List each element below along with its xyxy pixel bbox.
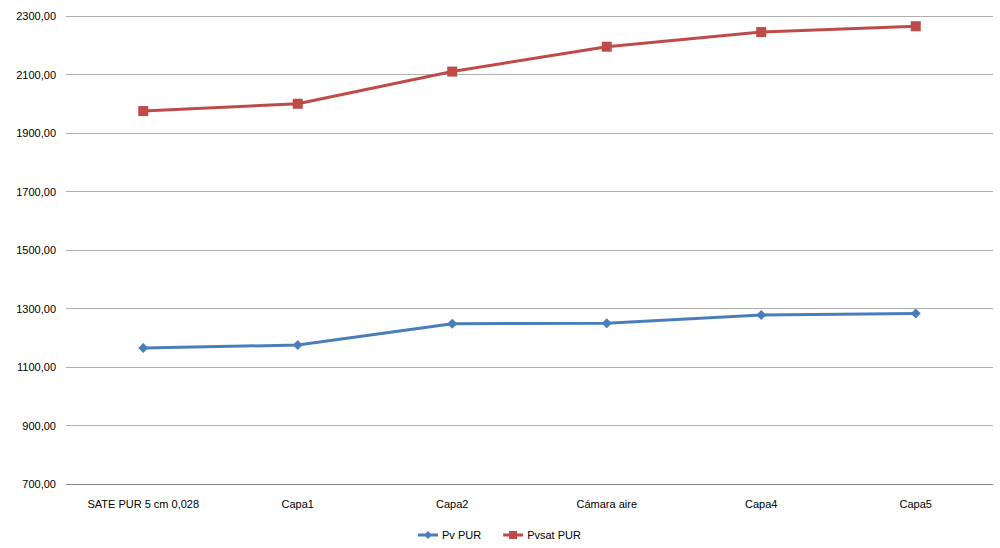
series [138, 308, 921, 353]
grid-line [66, 16, 993, 17]
marker [756, 310, 766, 320]
grid-line [66, 74, 993, 75]
marker [911, 308, 921, 318]
legend-label: Pv PUR [442, 529, 481, 541]
grid-line [66, 367, 993, 368]
marker [138, 343, 148, 353]
legend-symbol [424, 531, 432, 539]
grid-line [66, 191, 993, 192]
y-tick-label: 2100,00 [16, 69, 56, 81]
marker [447, 319, 457, 329]
x-tick-label: SATE PUR 5 cm 0,028 [87, 498, 199, 510]
grid-line [66, 425, 993, 426]
y-tick-label: 1100,00 [17, 361, 56, 373]
y-tick-label: 900,00 [22, 420, 56, 432]
legend-symbol [509, 531, 517, 539]
x-tick-label: Capa5 [900, 498, 932, 510]
legend-marker [509, 531, 517, 539]
x-axis [66, 484, 993, 485]
x-tick-label: Capa2 [436, 498, 468, 510]
marker [138, 106, 148, 116]
marker [602, 42, 612, 52]
series-line [143, 26, 916, 111]
grid-line [66, 133, 993, 134]
y-tick-label: 2300,00 [16, 10, 56, 22]
y-tick-label: 1700,00 [16, 186, 56, 198]
marker [911, 21, 921, 31]
x-tick-label: Cámara aire [576, 498, 637, 510]
grid-line [66, 308, 993, 309]
y-tick-label: 700,00 [22, 478, 56, 490]
x-tick-label: Capa4 [745, 498, 777, 510]
series-line [143, 313, 916, 348]
marker [293, 99, 303, 109]
y-tick-label: 1500,00 [16, 244, 56, 256]
legend-label: Pvsat PUR [527, 529, 581, 541]
y-tick-label: 1300,00 [16, 303, 56, 315]
marker [602, 318, 612, 328]
chart: 700,00 900,00 1100,00 1300,00 1500,00 1700,00… [0, 0, 1000, 548]
grid-line [66, 484, 993, 485]
plot-area [138, 21, 921, 353]
legend: Pv PUR Pvsat PUR [418, 529, 581, 541]
grid-line [66, 250, 993, 251]
series [138, 21, 921, 116]
x-tick-label: Capa1 [282, 498, 314, 510]
marker [293, 340, 303, 350]
marker [447, 67, 457, 77]
legend-marker [424, 531, 432, 539]
marker [756, 27, 766, 37]
y-tick-label: 1900,00 [16, 127, 56, 139]
